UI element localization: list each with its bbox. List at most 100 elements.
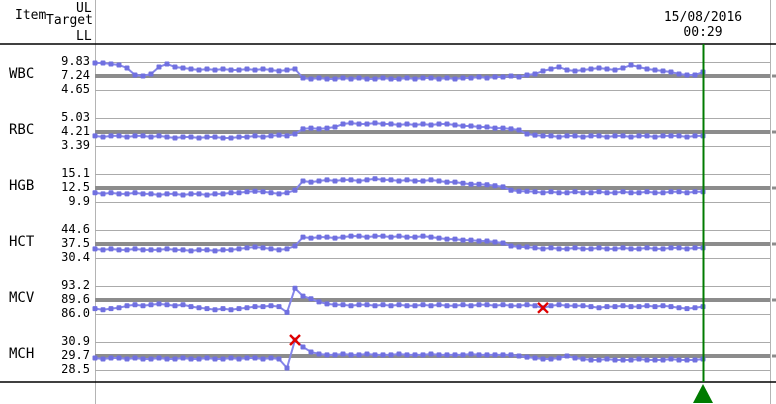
data-point[interactable] xyxy=(476,352,482,358)
data-point[interactable] xyxy=(388,177,394,183)
data-point[interactable] xyxy=(276,304,282,310)
data-point[interactable] xyxy=(372,303,378,309)
data-point[interactable] xyxy=(324,301,330,307)
data-point[interactable] xyxy=(156,247,162,253)
data-point[interactable] xyxy=(172,303,178,309)
data-point[interactable] xyxy=(276,132,282,138)
data-point[interactable] xyxy=(316,178,322,184)
data-point[interactable] xyxy=(620,357,626,363)
data-point[interactable] xyxy=(692,357,698,363)
data-point[interactable] xyxy=(548,303,554,309)
data-point[interactable] xyxy=(236,190,242,196)
data-point[interactable] xyxy=(572,303,578,309)
data-point[interactable] xyxy=(564,67,570,73)
data-point[interactable] xyxy=(332,302,338,308)
data-point[interactable] xyxy=(300,293,306,299)
data-point[interactable] xyxy=(132,72,138,78)
data-point[interactable] xyxy=(652,190,658,196)
data-point[interactable] xyxy=(388,121,394,127)
data-point[interactable] xyxy=(236,306,242,312)
data-point[interactable] xyxy=(308,76,314,82)
data-point[interactable] xyxy=(556,190,562,196)
data-point[interactable] xyxy=(284,365,290,371)
data-point[interactable] xyxy=(148,247,154,253)
data-point[interactable] xyxy=(468,123,474,129)
data-point[interactable] xyxy=(316,126,322,132)
data-point[interactable] xyxy=(620,189,626,195)
data-point[interactable] xyxy=(356,352,362,358)
data-point[interactable] xyxy=(596,357,602,363)
data-point[interactable] xyxy=(604,356,610,362)
data-point[interactable] xyxy=(196,305,202,311)
data-point[interactable] xyxy=(524,131,530,137)
data-point[interactable] xyxy=(228,247,234,253)
data-point[interactable] xyxy=(476,74,482,80)
data-point[interactable] xyxy=(244,189,250,195)
data-point[interactable] xyxy=(460,237,466,243)
data-point[interactable] xyxy=(212,356,218,362)
data-point[interactable] xyxy=(164,134,170,140)
data-point[interactable] xyxy=(164,61,170,67)
data-point[interactable] xyxy=(188,66,194,72)
data-point[interactable] xyxy=(124,303,130,309)
data-point[interactable] xyxy=(204,192,210,198)
data-point[interactable] xyxy=(484,182,490,188)
data-point[interactable] xyxy=(196,135,202,141)
data-point[interactable] xyxy=(684,246,690,252)
data-point[interactable] xyxy=(436,178,442,184)
data-point[interactable] xyxy=(620,133,626,139)
data-point[interactable] xyxy=(588,133,594,139)
data-point[interactable] xyxy=(420,352,426,358)
data-point[interactable] xyxy=(484,302,490,308)
data-point[interactable] xyxy=(332,124,338,130)
data-point[interactable] xyxy=(540,356,546,362)
data-point[interactable] xyxy=(612,133,618,139)
data-point[interactable] xyxy=(460,352,466,358)
data-point[interactable] xyxy=(452,179,458,185)
data-point[interactable] xyxy=(356,302,362,308)
data-point[interactable] xyxy=(404,121,410,127)
data-point[interactable] xyxy=(604,134,610,140)
data-point[interactable] xyxy=(492,183,498,189)
data-point[interactable] xyxy=(428,303,434,309)
data-point[interactable] xyxy=(348,233,354,239)
data-point[interactable] xyxy=(252,67,258,73)
data-point[interactable] xyxy=(164,191,170,197)
data-point[interactable] xyxy=(636,356,642,362)
data-point[interactable] xyxy=(100,60,106,66)
data-point[interactable] xyxy=(420,233,426,239)
data-point[interactable] xyxy=(92,60,98,66)
data-point[interactable] xyxy=(324,76,330,82)
data-point[interactable] xyxy=(596,305,602,311)
data-point[interactable] xyxy=(572,245,578,251)
data-point[interactable] xyxy=(452,303,458,309)
data-point[interactable] xyxy=(300,126,306,132)
data-point[interactable] xyxy=(404,75,410,81)
data-point[interactable] xyxy=(644,245,650,251)
data-point[interactable] xyxy=(220,247,226,253)
data-point[interactable] xyxy=(684,190,690,196)
data-point[interactable] xyxy=(668,189,674,195)
data-point[interactable] xyxy=(652,134,658,140)
data-point[interactable] xyxy=(508,303,514,309)
data-point[interactable] xyxy=(484,124,490,130)
data-point[interactable] xyxy=(300,75,306,81)
data-point[interactable] xyxy=(588,304,594,310)
data-point[interactable] xyxy=(460,75,466,81)
data-point[interactable] xyxy=(100,307,106,313)
data-point[interactable] xyxy=(244,305,250,311)
data-point[interactable] xyxy=(524,244,530,250)
data-point[interactable] xyxy=(508,243,514,249)
data-point[interactable] xyxy=(212,248,218,254)
data-point[interactable] xyxy=(436,121,442,127)
data-point[interactable] xyxy=(396,76,402,82)
data-point[interactable] xyxy=(404,234,410,240)
data-point[interactable] xyxy=(116,191,122,197)
data-point[interactable] xyxy=(348,352,354,358)
data-point[interactable] xyxy=(588,190,594,196)
data-point[interactable] xyxy=(100,134,106,140)
data-point[interactable] xyxy=(468,351,474,357)
data-point[interactable] xyxy=(644,133,650,139)
data-point[interactable] xyxy=(124,356,130,362)
data-point[interactable] xyxy=(620,65,626,71)
